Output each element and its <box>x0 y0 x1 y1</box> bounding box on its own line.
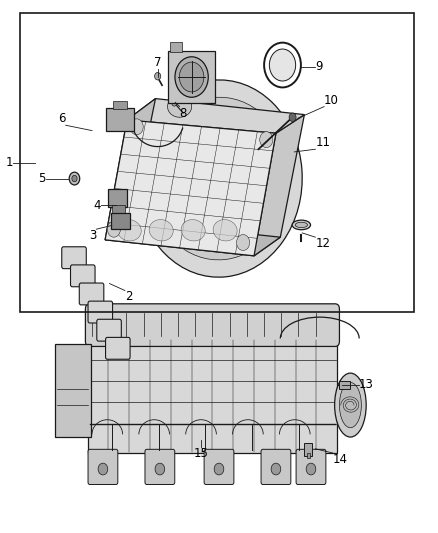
FancyBboxPatch shape <box>106 337 130 359</box>
Circle shape <box>306 463 316 475</box>
Circle shape <box>107 221 120 237</box>
Text: 6: 6 <box>58 112 66 125</box>
Text: 11: 11 <box>315 136 330 149</box>
Ellipse shape <box>149 97 289 260</box>
Ellipse shape <box>292 220 311 230</box>
Ellipse shape <box>167 96 191 117</box>
FancyBboxPatch shape <box>112 205 125 214</box>
FancyBboxPatch shape <box>106 108 134 131</box>
Bar <box>307 453 310 458</box>
Circle shape <box>180 62 204 92</box>
Text: 4: 4 <box>93 199 101 212</box>
Ellipse shape <box>181 220 205 241</box>
Text: 13: 13 <box>359 378 374 391</box>
Text: 2: 2 <box>125 290 132 303</box>
FancyBboxPatch shape <box>97 319 121 341</box>
FancyBboxPatch shape <box>62 247 86 269</box>
Ellipse shape <box>335 373 366 437</box>
Text: 9: 9 <box>315 60 323 73</box>
Polygon shape <box>254 115 304 256</box>
Text: 15: 15 <box>194 447 209 459</box>
Ellipse shape <box>213 220 237 241</box>
Bar <box>88 338 337 453</box>
Text: 8: 8 <box>180 107 187 119</box>
Ellipse shape <box>339 383 361 427</box>
Polygon shape <box>105 99 155 240</box>
Circle shape <box>271 463 281 475</box>
FancyBboxPatch shape <box>145 449 175 484</box>
FancyBboxPatch shape <box>113 101 127 109</box>
FancyBboxPatch shape <box>296 449 326 484</box>
FancyBboxPatch shape <box>88 301 113 323</box>
Circle shape <box>130 119 143 135</box>
Text: 12: 12 <box>315 237 330 250</box>
Circle shape <box>260 132 273 148</box>
Ellipse shape <box>149 220 173 241</box>
Circle shape <box>214 463 224 475</box>
Ellipse shape <box>117 220 141 241</box>
FancyBboxPatch shape <box>170 42 182 52</box>
FancyBboxPatch shape <box>71 265 95 287</box>
FancyBboxPatch shape <box>108 189 127 207</box>
Circle shape <box>155 463 165 475</box>
Circle shape <box>155 72 161 80</box>
Circle shape <box>172 100 177 106</box>
Text: 10: 10 <box>324 94 339 107</box>
FancyBboxPatch shape <box>304 443 312 456</box>
FancyBboxPatch shape <box>111 213 130 229</box>
FancyBboxPatch shape <box>168 51 215 103</box>
Text: 7: 7 <box>154 56 162 69</box>
FancyBboxPatch shape <box>85 304 339 346</box>
Bar <box>20 13 414 312</box>
Text: 5: 5 <box>39 172 46 185</box>
Ellipse shape <box>136 80 302 277</box>
Bar <box>55 344 91 437</box>
Polygon shape <box>105 221 280 256</box>
Ellipse shape <box>295 222 307 228</box>
Circle shape <box>269 49 296 81</box>
FancyBboxPatch shape <box>204 449 234 484</box>
Text: 1: 1 <box>6 156 13 169</box>
Circle shape <box>175 56 208 97</box>
Circle shape <box>72 175 77 182</box>
Text: 14: 14 <box>333 453 348 466</box>
Circle shape <box>98 463 108 475</box>
Polygon shape <box>127 99 304 133</box>
Polygon shape <box>105 120 276 256</box>
FancyBboxPatch shape <box>88 449 118 484</box>
Text: 3: 3 <box>89 229 96 242</box>
FancyBboxPatch shape <box>261 449 291 484</box>
Circle shape <box>237 235 250 251</box>
Circle shape <box>289 113 296 122</box>
FancyBboxPatch shape <box>79 283 104 305</box>
FancyBboxPatch shape <box>339 381 350 389</box>
Circle shape <box>69 172 80 185</box>
